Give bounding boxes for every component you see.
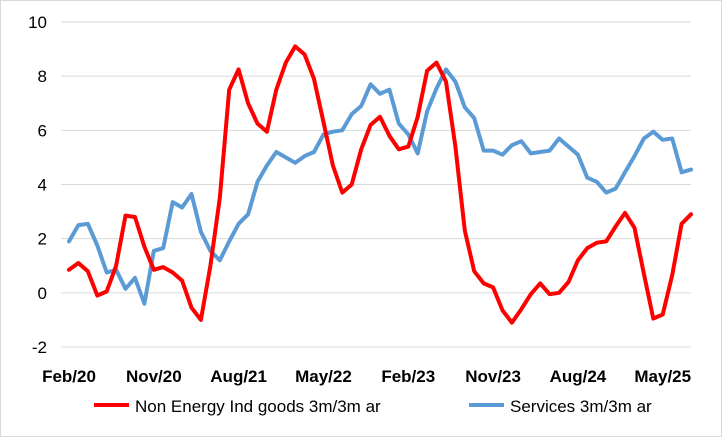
x-tick-label: May/22 — [295, 367, 352, 386]
series-line-non-energy-goods — [67, 44, 693, 325]
y-tick-label: 6 — [38, 121, 47, 140]
x-tick-label: Aug/24 — [550, 367, 607, 386]
legend-label-non-energy: Non Energy Ind goods 3m/3m ar — [135, 397, 381, 416]
legend: Non Energy Ind goods 3m/3m ar Services 3… — [94, 397, 652, 416]
y-tick-label: 4 — [38, 176, 47, 195]
x-tick-label: Feb/23 — [381, 367, 435, 386]
x-tick-label: May/25 — [634, 367, 691, 386]
series-lines — [67, 44, 693, 325]
x-tick-label: Feb/20 — [42, 367, 96, 386]
y-tick-label: 2 — [38, 230, 47, 249]
y-tick-label: -2 — [32, 338, 47, 357]
x-tick-label: Nov/20 — [126, 367, 182, 386]
y-tick-label: 10 — [28, 13, 47, 32]
x-tick-label: Nov/23 — [465, 367, 521, 386]
y-tick-label: 8 — [38, 67, 47, 86]
y-tick-label: 0 — [38, 284, 47, 303]
series-line-services — [67, 67, 693, 306]
legend-label-services: Services 3m/3m ar — [510, 397, 652, 416]
y-axis-tick-labels: -2 0 2 4 6 8 10 — [28, 13, 47, 357]
x-tick-label: Aug/21 — [210, 367, 267, 386]
x-axis-tick-labels: Feb/20 Nov/20 Aug/21 May/22 Feb/23 Nov/23 Aug/… — [42, 367, 691, 386]
